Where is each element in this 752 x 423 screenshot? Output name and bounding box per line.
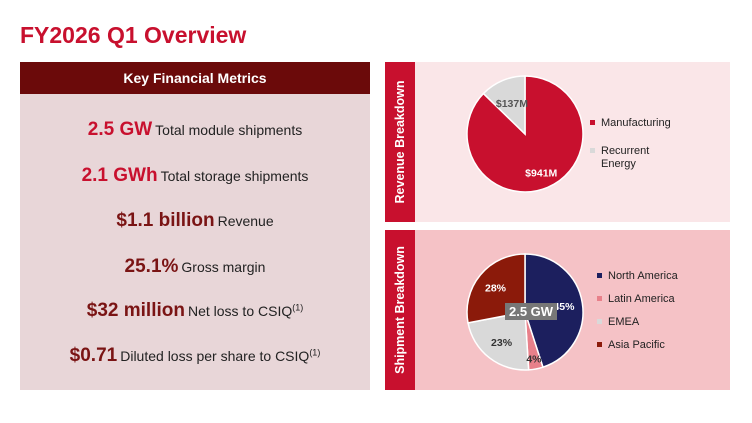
shipment-pie-chart: 45% 4% 23% 28%	[466, 253, 584, 371]
metric-gross-margin: 25.1% Gross margin	[20, 256, 370, 278]
revenue-side-label: Revenue Breakdown	[385, 62, 415, 222]
metric-label: Revenue	[217, 213, 274, 229]
legend-item: Latin America	[597, 293, 678, 306]
metric-diluted-loss: $0.71 Diluted loss per share to CSIQ(1)	[20, 345, 370, 367]
metric-storage-shipments: 2.1 GWh Total storage shipments	[20, 165, 370, 187]
legend-label: Manufacturing	[601, 117, 671, 129]
legend-item: Recurrent Energy	[590, 145, 671, 171]
metric-value: $32 million	[86, 300, 185, 321]
legend-swatch	[597, 319, 602, 324]
metric-value: $0.71	[69, 345, 118, 366]
pie-data-label: 45%	[553, 301, 575, 313]
shipment-breakdown-panel: Shipment Breakdown 45% 4% 23% 28% 2.5 GW No…	[385, 230, 730, 390]
legend-swatch	[590, 148, 595, 153]
metric-label: Total module shipments	[155, 122, 303, 138]
metric-label: Gross margin	[181, 259, 266, 275]
metric-label: Net loss to CSIQ(1)	[187, 302, 304, 319]
legend-label: North America	[608, 270, 678, 282]
metric-value: 2.1 GWh	[81, 165, 158, 186]
metric-value: $1.1 billion	[116, 210, 215, 231]
revenue-pie-chart: $941M $137M	[466, 75, 584, 193]
legend-item: Manufacturing	[590, 117, 671, 130]
legend-label: EMEA	[608, 316, 640, 328]
revenue-breakdown-panel: Revenue Breakdown $941M $137M Manufacturi…	[385, 62, 730, 222]
legend-label: Latin America	[608, 293, 675, 305]
revenue-legend: Manufacturing Recurrent Energy	[590, 117, 671, 171]
shipment-legend: North America Latin America EMEA Asia Pacif…	[597, 270, 678, 352]
legend-item: North America	[597, 270, 678, 283]
metrics-header: Key Financial Metrics	[20, 62, 370, 94]
pie-data-label: 23%	[491, 337, 513, 349]
pie-slice-emea	[467, 311, 530, 371]
metric-net-loss: $32 million Net loss to CSIQ(1)	[20, 300, 370, 322]
metric-label: Total storage shipments	[160, 168, 309, 184]
legend-label: Asia Pacific	[608, 339, 665, 351]
key-metrics-panel: Key Financial Metrics 2.5 GW Total module…	[20, 62, 370, 390]
metric-label: Diluted loss per share to CSIQ(1)	[120, 347, 321, 364]
pie-data-label: $137M	[496, 98, 528, 110]
pie-data-label: 28%	[485, 283, 507, 295]
pie-data-label: 4%	[526, 354, 542, 366]
legend-swatch	[597, 342, 602, 347]
pie-data-label: $941M	[525, 167, 557, 179]
shipment-total-badge: 2.5 GW	[505, 303, 558, 320]
metric-value: 2.5 GW	[87, 119, 153, 140]
legend-item: EMEA	[597, 316, 678, 329]
legend-swatch	[597, 273, 602, 278]
metric-value: 25.1%	[124, 256, 179, 277]
legend-swatch	[590, 120, 595, 125]
metric-module-shipments: 2.5 GW Total module shipments	[20, 119, 370, 141]
pie-slice-recurrent-energy	[482, 75, 526, 136]
legend-swatch	[597, 296, 602, 301]
metric-revenue: $1.1 billion Revenue	[20, 210, 370, 232]
legend-label: Recurrent Energy	[601, 145, 650, 170]
shipment-side-label: Shipment Breakdown	[385, 230, 415, 390]
page-title: FY2026 Q1 Overview	[20, 22, 247, 48]
legend-item: Asia Pacific	[597, 339, 678, 352]
